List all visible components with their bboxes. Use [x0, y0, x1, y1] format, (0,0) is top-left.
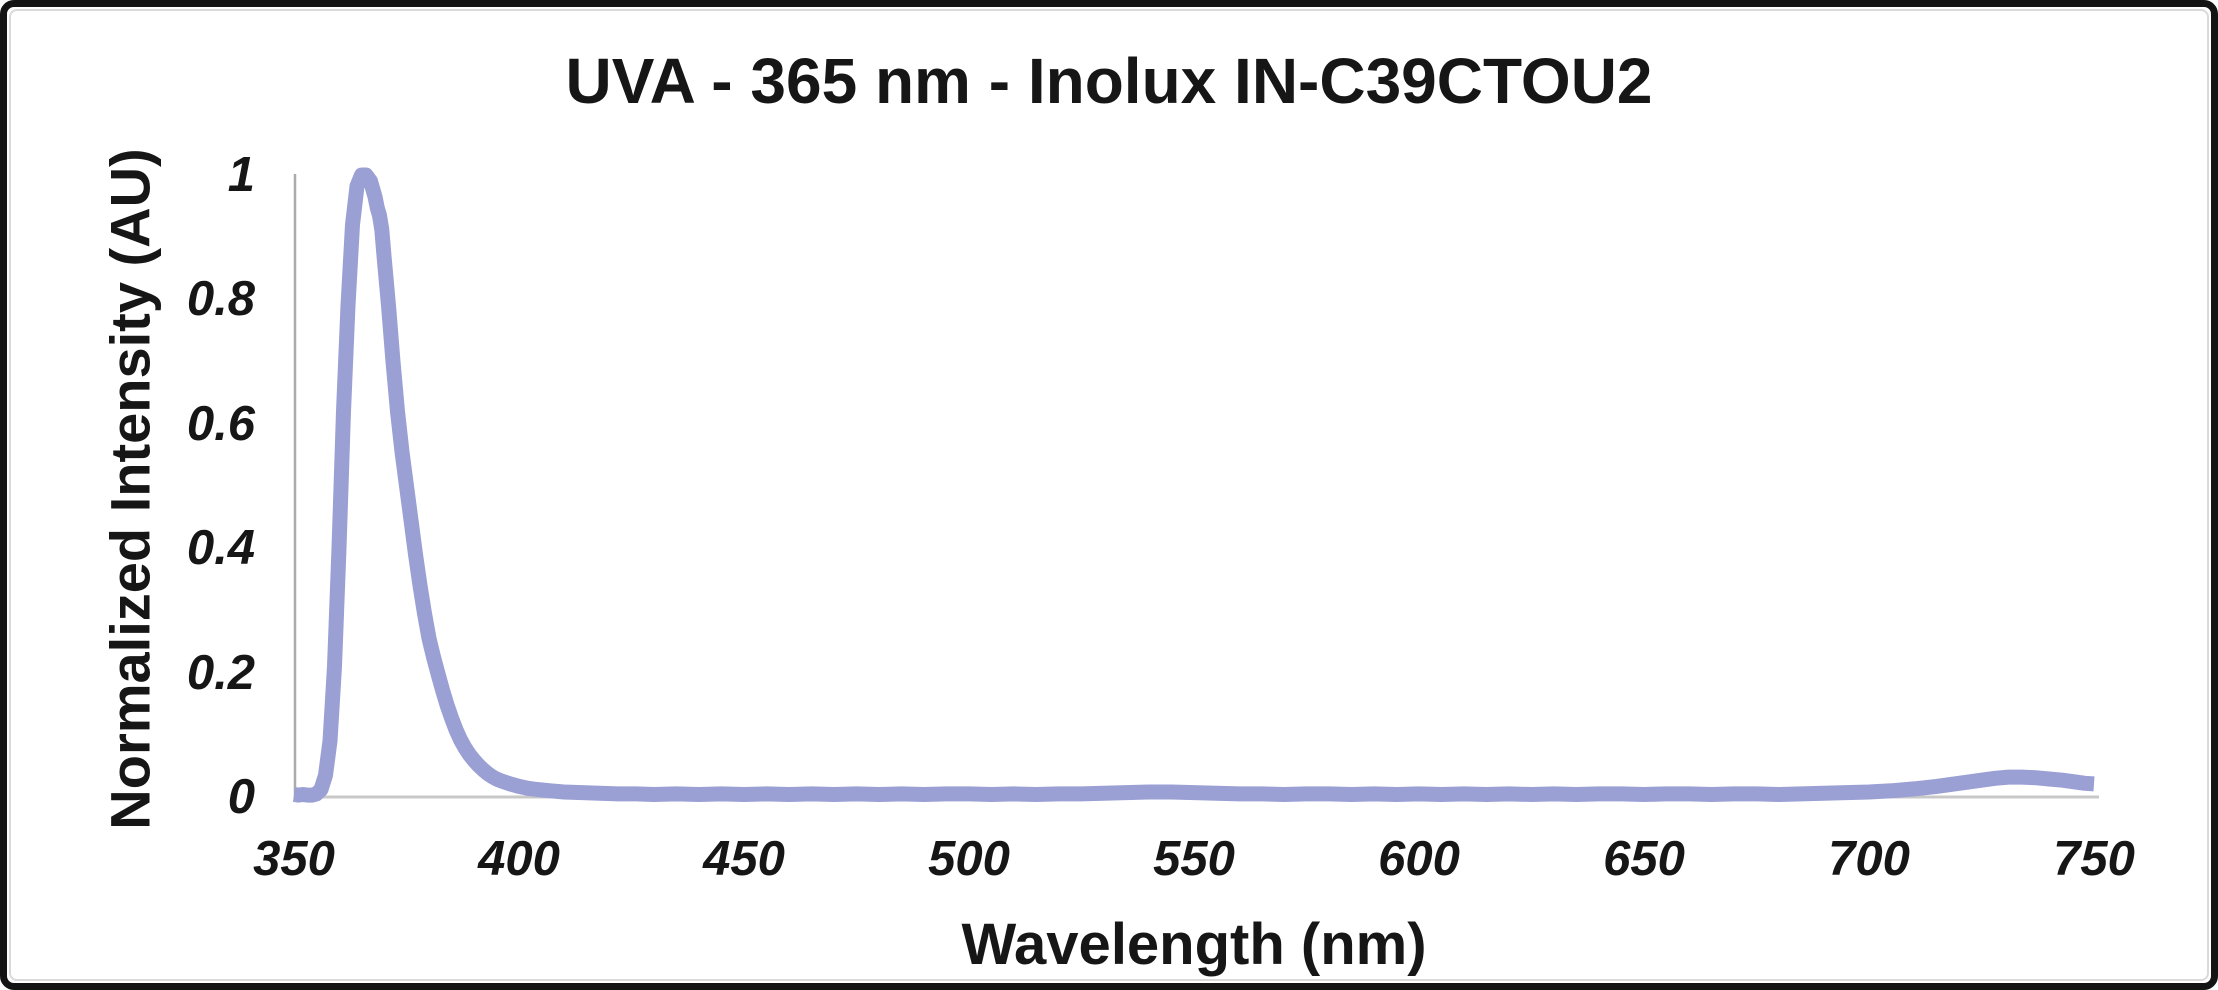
y-tick-label: 0.6 — [186, 396, 255, 451]
x-tick-label: 500 — [928, 832, 1010, 886]
y-tick-label: 1 — [227, 148, 255, 202]
x-tick-label: 450 — [703, 832, 785, 886]
x-axis-title: Wavelength (nm) — [961, 912, 1427, 977]
x-tick-label: 600 — [1378, 832, 1460, 886]
y-axis-title: Normalized Intensity (AU) — [98, 148, 162, 830]
x-tick-label: 700 — [1828, 832, 1910, 886]
x-tick-label: 350 — [253, 832, 335, 886]
y-tick-label: 0.2 — [186, 645, 255, 700]
x-tick-label: 550 — [1153, 832, 1235, 886]
x-tick-label: 650 — [1603, 832, 1685, 886]
y-tick-label: 0 — [227, 770, 255, 824]
y-tick-label: 0.8 — [186, 272, 255, 327]
y-tick-label: 0.4 — [186, 521, 255, 576]
chart-title: UVA - 365 nm - Inolux IN-C39CTOU2 — [565, 45, 1653, 117]
x-tick-label: 750 — [2053, 832, 2135, 886]
spectrum-line — [291, 167, 2095, 803]
plot-area — [291, 167, 2099, 803]
x-tick-label: 400 — [478, 832, 560, 886]
